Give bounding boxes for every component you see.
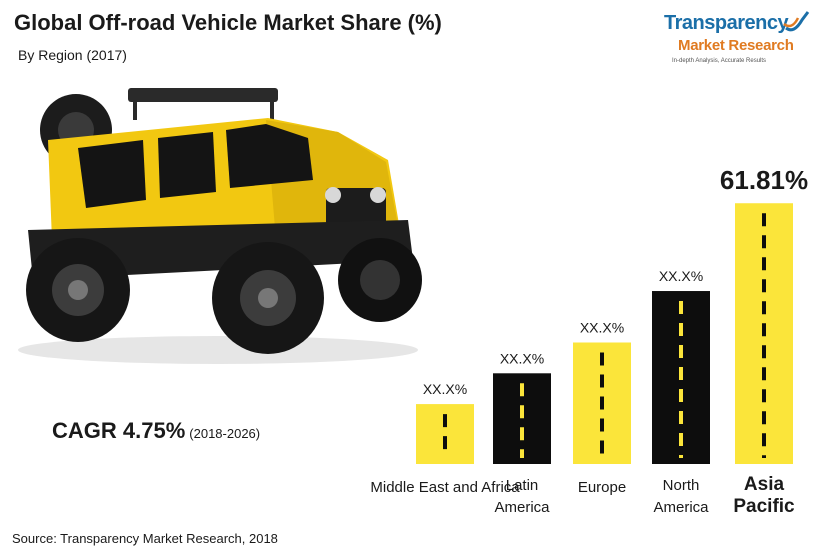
category-label-4: North America: [653, 477, 709, 516]
category-label-1: Middle East and Africa: [370, 479, 520, 496]
offroad-vehicle-image: [18, 88, 422, 364]
logo-swoosh-icon: [783, 11, 810, 32]
data-label-4: XX.X%: [659, 268, 703, 284]
cagr-period: (2018-2026): [189, 426, 261, 441]
cagr-callout: CAGR 4.75% (2018-2026): [52, 418, 260, 444]
chart-subtitle: By Region (2017): [18, 47, 127, 63]
source-note: Source: Transparency Market Research, 20…: [12, 531, 278, 546]
logo-line-2: Market Research: [678, 37, 794, 54]
logo-line-1: Transparency: [664, 12, 789, 34]
data-label-2: XX.X%: [500, 350, 544, 366]
rear-window: [78, 140, 146, 208]
data-label-5: 61.81%: [720, 165, 808, 195]
logo-tagline: In-depth Analysis, Accurate Results: [672, 58, 767, 64]
vehicle-shadow: [18, 336, 418, 364]
front-wheel: [212, 242, 324, 354]
data-label-3: XX.X%: [580, 320, 624, 336]
category-label-5: Asia Pacific: [733, 474, 795, 517]
chart-title: Global Off-road Vehicle Market Share (%): [14, 10, 442, 35]
category-label-3: Europe: [578, 479, 626, 496]
roof-rack: [128, 88, 278, 102]
side-window: [158, 132, 216, 198]
data-label-1: XX.X%: [423, 381, 467, 397]
far-front-wheel: [338, 238, 422, 322]
category-label-2: Latin America: [494, 477, 550, 516]
bar-1: [416, 404, 474, 464]
cagr-value: CAGR 4.75%: [52, 418, 186, 443]
publisher-logo: Transparency Market Research In-depth An…: [664, 8, 814, 70]
windshield: [226, 124, 313, 188]
rear-wheel: [26, 238, 130, 342]
